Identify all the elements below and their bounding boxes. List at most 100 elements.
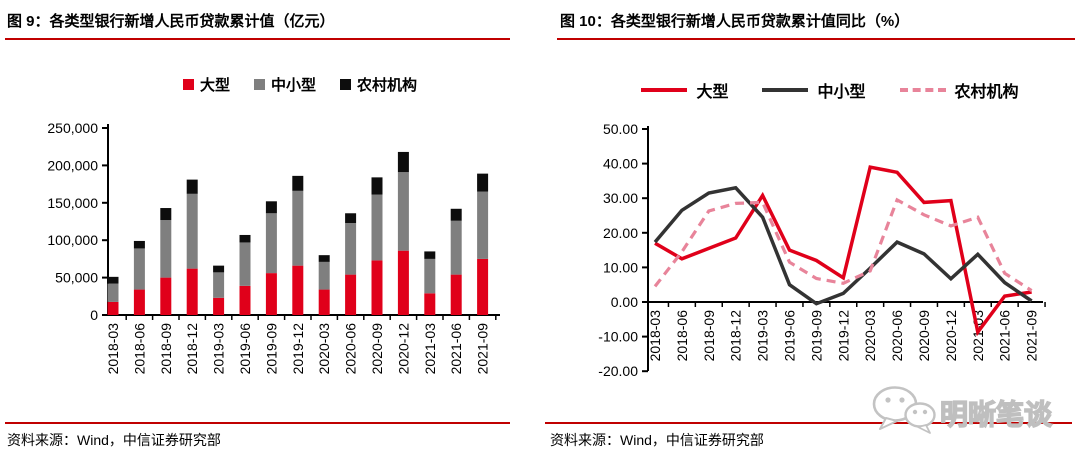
legend-label: 中小型 [817,84,866,101]
bar-segment [239,242,251,286]
bar-segment [213,265,225,273]
x-tick-label: 2021-03 [422,323,438,375]
bar-segment [424,251,436,259]
bar-segment [160,220,172,278]
figure10-title: 图 10：各类型银行新增人民币贷款累计值同比（%） [560,13,910,30]
wechat-icon [872,386,936,434]
bar-segment [160,208,172,221]
wechat-watermark: 明晰笔谈 [870,384,1080,436]
bar-segment [450,274,462,315]
y-tick-label: 0 [90,307,98,323]
bar-segment [239,234,251,243]
figure9-source: 资料来源：Wind，中信证券研究部 [7,432,221,448]
bar-segment [133,240,145,249]
x-tick-label: 2021-06 [448,323,464,375]
figure9-bar-chart: 0 50,000 100,000 150,000 200,000 250,000 2018-… [47,120,500,375]
y-tick-label: 40.00 [603,156,638,172]
x-tick-label: 2019-03 [755,310,771,362]
x-tick-label: 2020-09 [916,310,932,362]
bar-segment [292,265,304,315]
y-tick-label: 10.00 [603,259,638,275]
x-tick-label: 2021-09 [475,323,491,375]
figure9-panel: 图 9：各类型银行新增人民币贷款累计值（亿元） 大型 中小型 农村机构 0 50,00… [5,13,510,448]
y-tick-label: 30.00 [603,190,638,206]
y-tick-label: 50,000 [55,270,98,286]
bar-segment [371,260,383,315]
x-tick-label: 2019-03 [211,323,227,375]
figure9-title: 图 9：各类型银行新增人民币贷款累计值（亿元） [7,13,335,30]
figure10-panel: 图 10：各类型银行新增人民币贷款累计值同比（%） 大型 中小型 农村机构 -20.… [540,0,1080,463]
figure10-line-chart: -20.00 -10.00 0.00 10.00 20.00 30.00 40.00 50.0… [598,121,1046,379]
bar-segment [397,151,409,173]
x-tick-label: 2019-12 [290,323,306,375]
bar-segment [133,248,145,290]
watermark-text: 明晰笔谈 [940,398,1053,430]
x-tick-label: 2019-06 [237,323,253,375]
legend-item: 中小型 [253,74,316,95]
x-tick-label: 2021-09 [1024,310,1040,362]
bar-segment [318,289,330,315]
figure9-title-underline [5,38,510,40]
bar-segment [107,283,119,302]
x-tick-label: 2018-09 [158,323,174,375]
bar-segment [477,191,489,259]
bar-segment [371,177,383,195]
bar-segment [160,277,172,315]
bar-segment [450,220,462,275]
bar-segment [371,194,383,261]
x-tick-label: 2020-06 [343,323,359,375]
y-tick-label: 0.00 [611,294,638,310]
bar-segment [397,250,409,315]
y-tick-label: 150,000 [47,195,98,211]
x-tick-label: 2018-12 [184,323,200,375]
wechat-watermark-svg: 明晰笔谈 [872,386,1054,434]
legend-item: 中小型 [762,78,866,102]
x-tick-label: 2020-09 [369,323,385,375]
bar-segment [239,285,251,315]
bar-segment [133,289,145,315]
x-tick-label: 2021-03 [970,310,986,362]
legend-swatch-square [182,79,194,90]
bar-segment [186,268,198,315]
bar-segment [424,258,436,294]
bar-segment [345,213,357,223]
x-tick-label: 2019-09 [808,310,824,362]
bar-segment [292,175,304,191]
bar-segment [318,261,330,290]
figure10-source-rule [545,422,1072,424]
x-tick-label: 2021-06 [997,310,1013,362]
bar-segment [107,301,119,315]
x-tick-label: 2019-12 [835,310,851,362]
bar-segment [345,274,357,315]
bar-segment [107,276,119,284]
legend-label: 农村机构 [357,77,418,94]
bar-segment [265,213,277,274]
legend-swatch-line [762,88,809,92]
figure10-source: 资料来源：Wind，中信证券研究部 [550,432,764,448]
y-tick-label: 250,000 [47,120,98,136]
x-tick-label: 2018-09 [701,310,717,362]
x-tick-label: 2018-03 [647,310,663,362]
figure9-source-rule [5,422,510,424]
bar-segment [213,297,225,315]
bar-segment [424,293,436,315]
bar-segment [397,172,409,251]
x-tick-label: 2018-06 [674,310,690,362]
x-tick-label: 2020-12 [943,310,959,362]
figure10-title-underline [557,38,1075,40]
bar-segment [450,208,462,221]
bar-segment [186,193,198,269]
x-tick-label: 2018-03 [105,323,121,375]
legend-swatch-square [340,79,351,90]
bar-segment [477,258,489,315]
figure10-legend: 大型 中小型 农村机构 [560,78,1080,102]
y-tick-label: -10.00 [598,329,638,345]
x-tick-label: 2020-03 [862,310,878,362]
y-tick-label: 100,000 [47,232,98,248]
bar-segment [186,179,198,194]
legend-label: 农村机构 [954,84,1019,101]
x-tick-label: 2018-12 [728,310,744,362]
series-line-农村机构 [653,197,1033,292]
legend-item: 农村机构 [340,74,417,95]
